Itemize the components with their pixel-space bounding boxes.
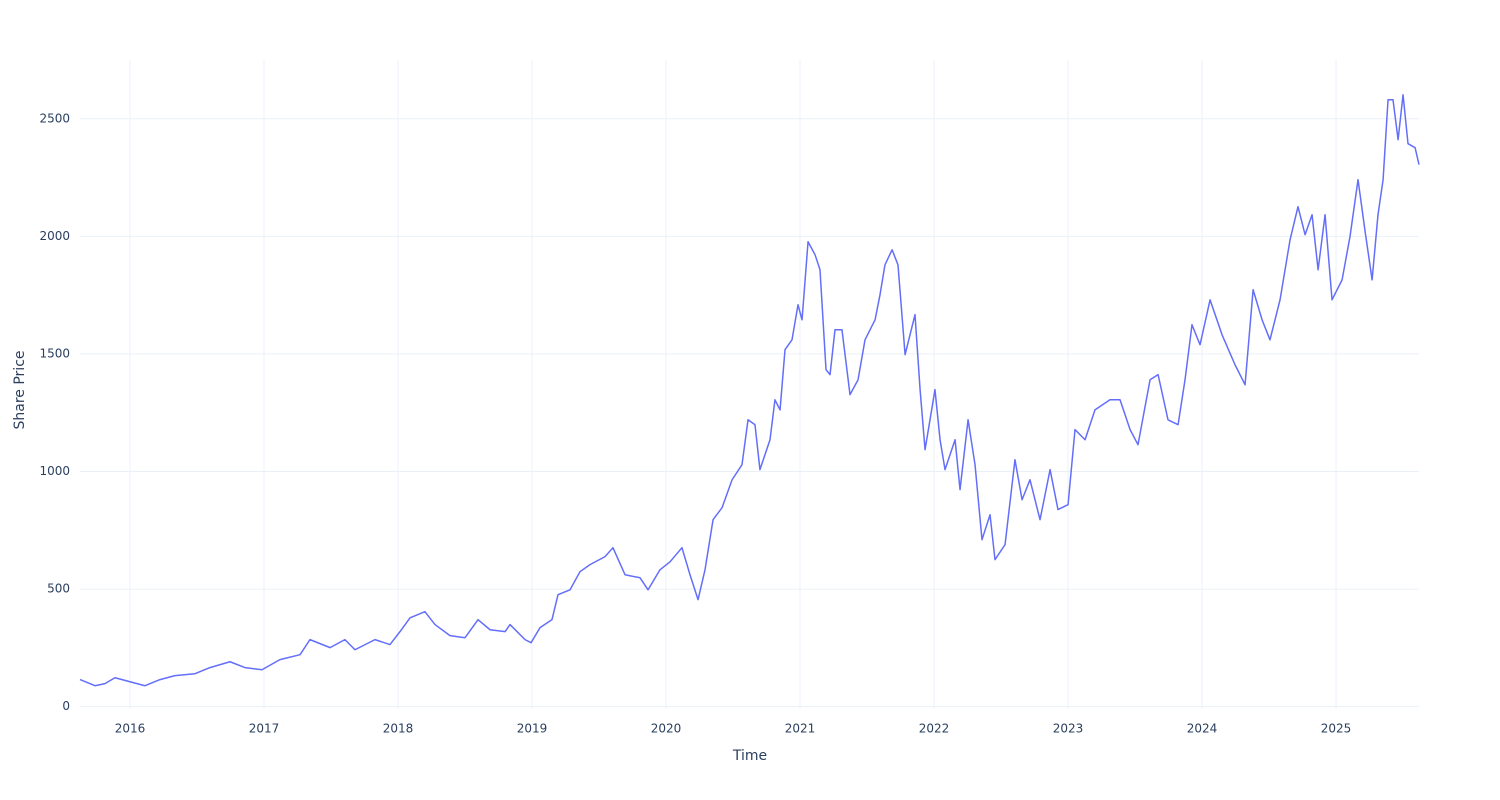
x-tick-label: 2018 — [383, 722, 414, 736]
x-tick-label: 2021 — [785, 722, 816, 736]
x-tick-label: 2020 — [651, 722, 682, 736]
y-tick-label: 2000 — [39, 229, 70, 243]
y-tick-label: 500 — [47, 582, 70, 596]
x-tick-label: 2022 — [919, 722, 950, 736]
price-line — [79, 94, 1420, 687]
x-tick-label: 2019 — [517, 722, 548, 736]
x-tick-label: 2025 — [1321, 722, 1352, 736]
y-tick-label: 2500 — [39, 111, 70, 125]
x-tick-label: 2024 — [1187, 722, 1218, 736]
x-tick-label: 2023 — [1053, 722, 1084, 736]
grid — [80, 60, 1419, 709]
y-tick-label: 1000 — [39, 464, 70, 478]
x-tick-label: 2017 — [249, 722, 280, 736]
x-tick-label: 2016 — [115, 722, 146, 736]
y-axis-title: Share Price — [12, 350, 28, 429]
x-axis-title: Time — [732, 748, 767, 764]
y-tick-label: 0 — [62, 699, 70, 713]
y-tick-label: 1500 — [39, 346, 70, 360]
